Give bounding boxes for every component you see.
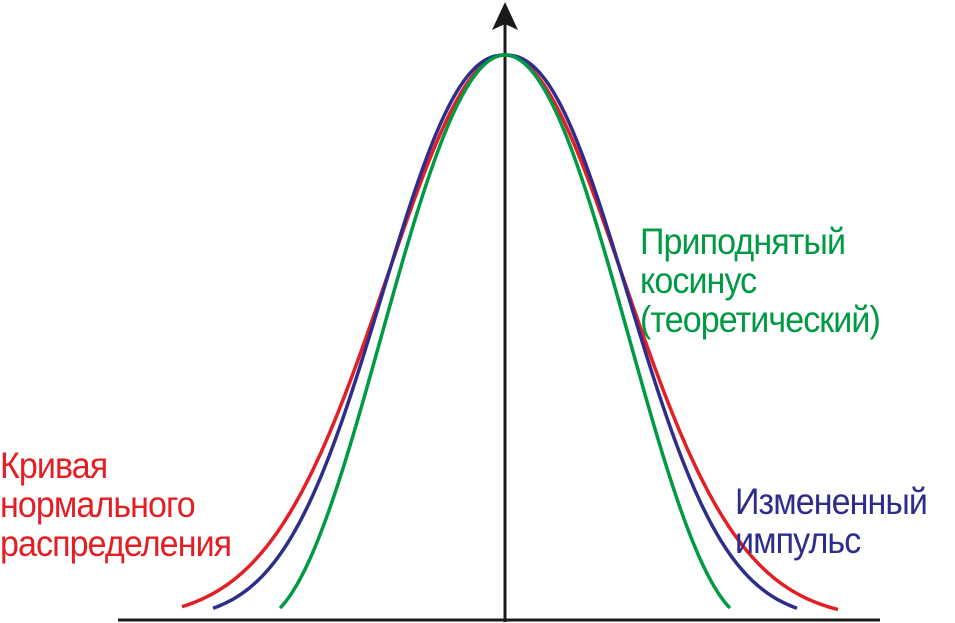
y-axis-arrow (492, 2, 518, 30)
series-label-normal-line2: нормального (0, 484, 196, 525)
series-label-normal-line3: распределения (0, 523, 232, 564)
series-label-pulse: Измененный импульс (735, 481, 928, 561)
series-label-normal-line1: Кривая (0, 445, 108, 486)
series-label-pulse-line2: импульс (735, 520, 861, 561)
series-label-cosine-line2: косинус (640, 260, 757, 301)
series-label-cosine: Приподнятый косинус (теоретический) (640, 221, 881, 340)
series-label-normal: Кривая нормального распределения (0, 445, 232, 564)
series-label-cosine-line1: Приподнятый (640, 221, 846, 262)
series-label-pulse-line1: Измененный (735, 481, 928, 522)
series-label-cosine-line3: (теоретический) (640, 299, 881, 340)
series-curve-cosine (278, 53, 732, 610)
